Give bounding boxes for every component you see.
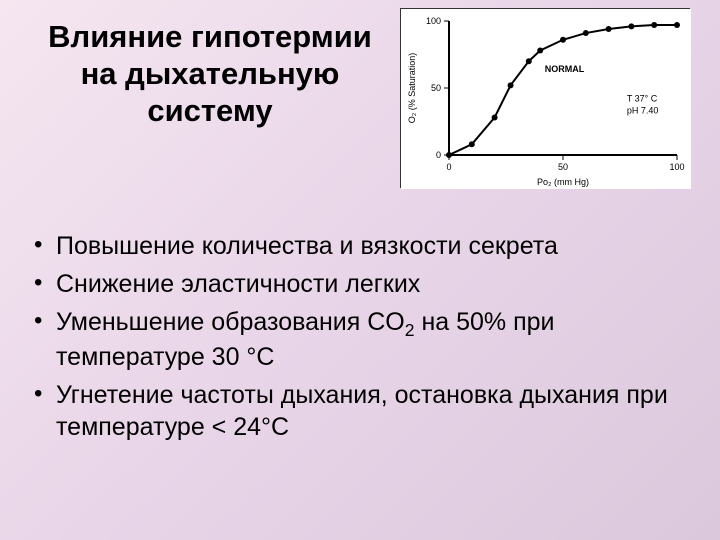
svg-text:100: 100 <box>669 162 684 172</box>
svg-text:50: 50 <box>431 83 441 93</box>
svg-text:T 37° C: T 37° C <box>627 93 658 103</box>
svg-text:0: 0 <box>436 150 441 160</box>
o2-dissociation-chart: 0 50 100 0 50 100 Po₂ (mm Hg) O₂ (% Saturation)… <box>400 8 690 188</box>
bullet-item: Угнетение частоты дыхания, остановка дых… <box>30 379 680 443</box>
svg-text:100: 100 <box>426 16 441 26</box>
chart-svg: 0 50 100 0 50 100 Po₂ (mm Hg) O₂ (% Saturation)… <box>401 9 691 189</box>
svg-text:NORMAL: NORMAL <box>545 64 585 74</box>
svg-text:0: 0 <box>446 162 451 172</box>
slide-title: Влияние гипотермии на дыхательную систем… <box>30 18 390 130</box>
bullet-item: Уменьшение образования CO2 на 50% при те… <box>30 306 680 373</box>
bullet-item: Повышение количества и вязкости секрета <box>30 230 680 262</box>
svg-text:pH 7.40: pH 7.40 <box>627 105 659 115</box>
svg-text:O₂ (% Saturation): O₂ (% Saturation) <box>407 53 417 124</box>
svg-text:Po₂ (mm Hg): Po₂ (mm Hg) <box>537 177 589 187</box>
svg-text:50: 50 <box>558 162 568 172</box>
bullet-list: Повышение количества и вязкости секрета С… <box>30 230 680 449</box>
bullet-item: Снижение эластичности легких <box>30 268 680 300</box>
